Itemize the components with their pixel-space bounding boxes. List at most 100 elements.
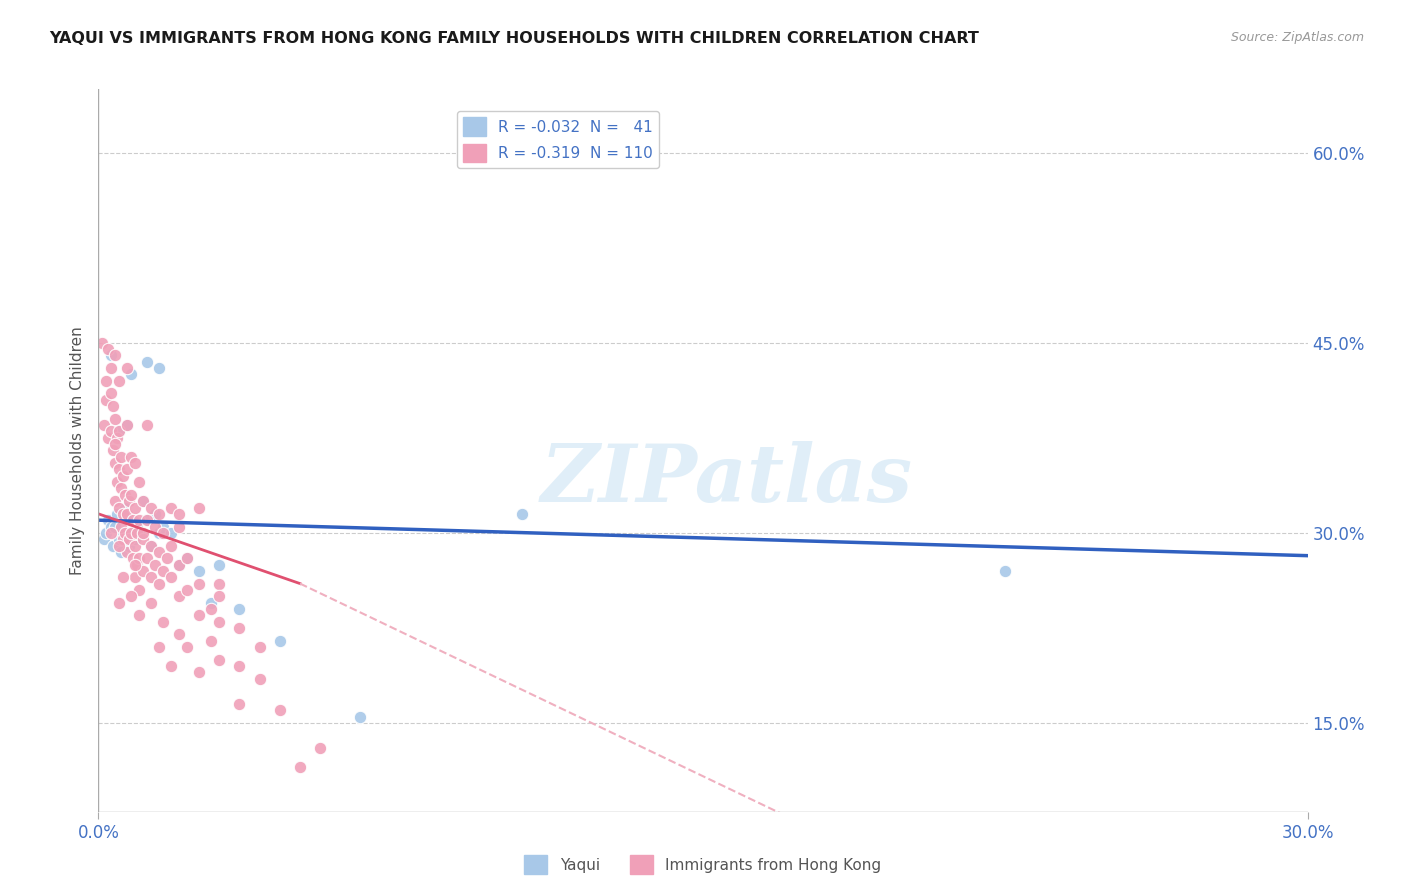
Point [105, 507, 128, 521]
Point [128, 525, 150, 540]
Point [349, 709, 371, 723]
Point [105, 475, 128, 490]
Point [107, 374, 129, 388]
Point [110, 482, 132, 496]
Point [176, 640, 198, 654]
Point [135, 551, 157, 566]
Point [101, 399, 124, 413]
Point [132, 532, 155, 546]
Point [152, 615, 174, 629]
Point [120, 488, 142, 502]
Point [118, 539, 141, 553]
Point [249, 640, 271, 654]
Point [97, 513, 120, 527]
Point [143, 519, 166, 533]
Point [160, 570, 183, 584]
Point [132, 564, 155, 578]
Point [208, 615, 231, 629]
Point [115, 525, 138, 540]
Point [228, 659, 250, 673]
Point [114, 488, 136, 502]
Point [200, 633, 222, 648]
Point [121, 525, 143, 540]
Point [176, 582, 198, 597]
Point [160, 500, 183, 515]
Point [101, 443, 124, 458]
Point [100, 361, 122, 376]
Point [110, 545, 132, 559]
Point [124, 500, 146, 515]
Point [124, 570, 146, 584]
Y-axis label: Family Households with Children: Family Households with Children [69, 326, 84, 574]
Point [143, 507, 166, 521]
Point [128, 551, 150, 566]
Point [110, 450, 132, 464]
Point [139, 500, 162, 515]
Point [135, 513, 157, 527]
Point [269, 633, 291, 648]
Point [176, 551, 198, 566]
Point [152, 519, 174, 533]
Point [96, 392, 118, 407]
Point [135, 513, 157, 527]
Point [156, 551, 179, 566]
Point [160, 525, 183, 540]
Point [103, 348, 125, 362]
Point [107, 462, 129, 476]
Point [121, 513, 143, 527]
Point [148, 361, 170, 376]
Point [105, 431, 128, 445]
Point [143, 558, 166, 572]
Point [120, 368, 142, 382]
Point [100, 348, 122, 362]
Point [167, 519, 190, 533]
Point [148, 545, 170, 559]
Point [111, 507, 134, 521]
Point [132, 494, 155, 508]
Point [200, 602, 222, 616]
Point [994, 564, 1017, 578]
Point [208, 589, 231, 603]
Point [124, 456, 146, 470]
Point [115, 361, 138, 376]
Point [124, 539, 146, 553]
Point [120, 589, 142, 603]
Point [128, 608, 150, 623]
Point [510, 507, 533, 521]
Point [114, 525, 136, 540]
Point [208, 558, 231, 572]
Point [125, 558, 148, 572]
Point [176, 551, 198, 566]
Point [96, 374, 118, 388]
Point [139, 539, 162, 553]
Point [167, 589, 190, 603]
Point [103, 411, 125, 425]
Point [107, 425, 129, 439]
Point [100, 386, 122, 401]
Point [118, 532, 141, 546]
Point [160, 659, 183, 673]
Point [208, 576, 231, 591]
Point [107, 539, 129, 553]
Point [103, 437, 125, 451]
Point [121, 551, 143, 566]
Point [132, 525, 155, 540]
Point [107, 532, 129, 546]
Point [135, 418, 157, 433]
Point [139, 570, 162, 584]
Point [110, 519, 132, 533]
Point [128, 513, 150, 527]
Point [148, 507, 170, 521]
Point [115, 462, 138, 476]
Point [269, 703, 291, 717]
Point [208, 652, 231, 666]
Point [103, 494, 125, 508]
Point [188, 576, 211, 591]
Point [120, 450, 142, 464]
Point [167, 558, 190, 572]
Point [97, 342, 120, 356]
Legend: R = -0.032  N =   41, R = -0.319  N = 110: R = -0.032 N = 41, R = -0.319 N = 110 [457, 112, 659, 169]
Point [120, 513, 142, 527]
Point [288, 760, 311, 774]
Point [91, 335, 114, 350]
